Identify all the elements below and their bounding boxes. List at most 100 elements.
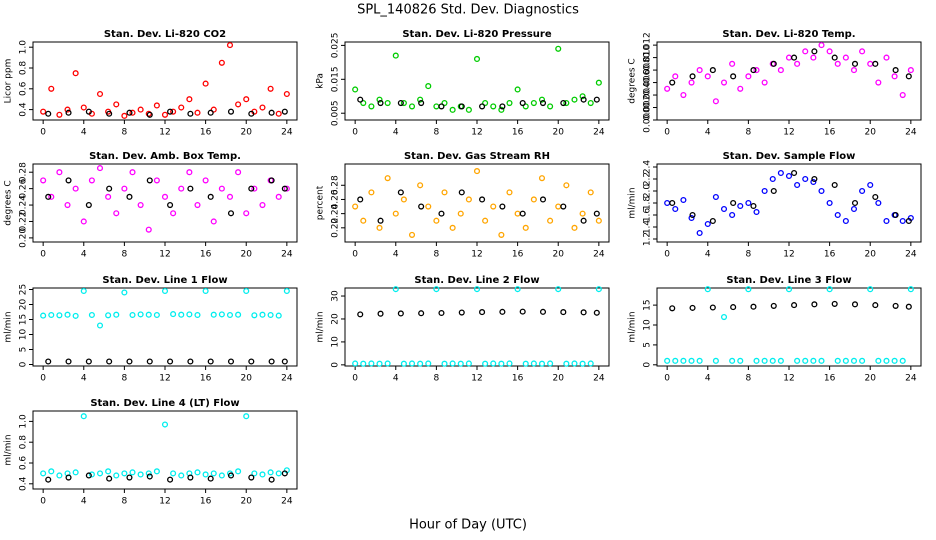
y-tick-label: 0.6 xyxy=(19,81,29,96)
point xyxy=(530,360,537,367)
y-tick-label: 0.004 xyxy=(643,82,653,108)
point xyxy=(129,169,136,176)
point xyxy=(227,210,235,217)
point xyxy=(593,309,600,316)
point xyxy=(40,312,47,319)
point xyxy=(834,357,841,364)
x-tick-label: 12 xyxy=(159,128,170,138)
point xyxy=(490,360,497,367)
y-tick-label: 0.28 xyxy=(19,162,29,182)
x-tick-label: 4 xyxy=(705,128,711,138)
point xyxy=(72,185,79,192)
point xyxy=(438,309,445,317)
point xyxy=(218,472,225,479)
point xyxy=(465,196,472,203)
point xyxy=(438,210,445,217)
point xyxy=(438,103,445,110)
point xyxy=(186,169,193,176)
point xyxy=(202,177,209,184)
point xyxy=(482,360,489,367)
point xyxy=(499,103,506,110)
y-tick-label: 1.8 xyxy=(643,196,653,211)
point xyxy=(499,308,506,315)
point xyxy=(226,42,234,49)
point xyxy=(519,99,526,107)
point xyxy=(153,311,160,319)
point xyxy=(187,358,194,365)
point xyxy=(680,196,687,204)
point xyxy=(850,205,858,213)
x-tick-label: 8 xyxy=(434,250,440,260)
x-tick-label: 8 xyxy=(746,374,752,384)
point xyxy=(243,287,250,295)
point xyxy=(137,106,144,113)
point xyxy=(275,110,282,117)
point xyxy=(859,357,866,364)
x-tick-label: 20 xyxy=(553,128,565,138)
point xyxy=(145,226,152,233)
y-tick-label: 2.2 xyxy=(643,172,653,186)
point xyxy=(579,93,586,100)
x-tick-label: 24 xyxy=(281,128,293,138)
point xyxy=(65,109,72,116)
point xyxy=(539,99,547,107)
point xyxy=(85,472,92,479)
point xyxy=(360,217,367,224)
y-tick-label: 10 xyxy=(19,329,29,341)
x-tick-label: 24 xyxy=(593,128,605,138)
point xyxy=(595,286,602,293)
point xyxy=(129,469,136,476)
point xyxy=(417,360,424,367)
point xyxy=(243,96,250,103)
point xyxy=(859,187,866,195)
point xyxy=(227,472,235,479)
point xyxy=(560,203,567,210)
y-axis-label: ml/min xyxy=(4,311,14,342)
point xyxy=(96,90,104,98)
point xyxy=(761,79,768,86)
point xyxy=(85,108,92,115)
point xyxy=(905,217,912,225)
point xyxy=(121,289,128,296)
x-tick-label: 20 xyxy=(241,250,253,260)
point xyxy=(178,472,185,479)
point xyxy=(80,104,87,111)
x-tick-label: 20 xyxy=(553,250,565,260)
point xyxy=(105,312,112,319)
point xyxy=(490,103,497,110)
y-tick-label: 0.015 xyxy=(331,66,341,92)
x-tick-label: 4 xyxy=(393,250,399,260)
point xyxy=(850,357,858,364)
x-tick-label: 24 xyxy=(905,250,917,260)
point xyxy=(64,311,71,318)
panel-title: Stan. Dev. Li-820 CO2 xyxy=(104,29,226,40)
point xyxy=(146,358,153,365)
x-tick-label: 12 xyxy=(471,374,482,384)
point xyxy=(785,286,793,293)
point xyxy=(194,202,201,209)
point xyxy=(777,169,784,177)
point xyxy=(281,108,288,115)
point xyxy=(170,108,177,115)
point xyxy=(750,202,757,210)
y-tick-label: 0.20 xyxy=(19,228,29,248)
point xyxy=(892,211,899,219)
point xyxy=(587,99,594,107)
point xyxy=(243,210,250,217)
point xyxy=(65,177,72,184)
point xyxy=(680,91,687,99)
panel-title: Stan. Dev. Line 2 Flow xyxy=(414,275,539,286)
point xyxy=(818,357,825,364)
point xyxy=(400,360,407,367)
point xyxy=(397,189,404,196)
point xyxy=(137,202,144,209)
panel-title: Stan. Dev. Gas Stream RH xyxy=(404,151,550,162)
point xyxy=(48,468,55,475)
point xyxy=(506,99,513,107)
point xyxy=(425,83,432,90)
x-tick-label: 20 xyxy=(241,128,253,138)
x-tick-label: 24 xyxy=(593,374,605,384)
point xyxy=(207,475,214,482)
point xyxy=(187,185,194,192)
point xyxy=(275,312,282,319)
